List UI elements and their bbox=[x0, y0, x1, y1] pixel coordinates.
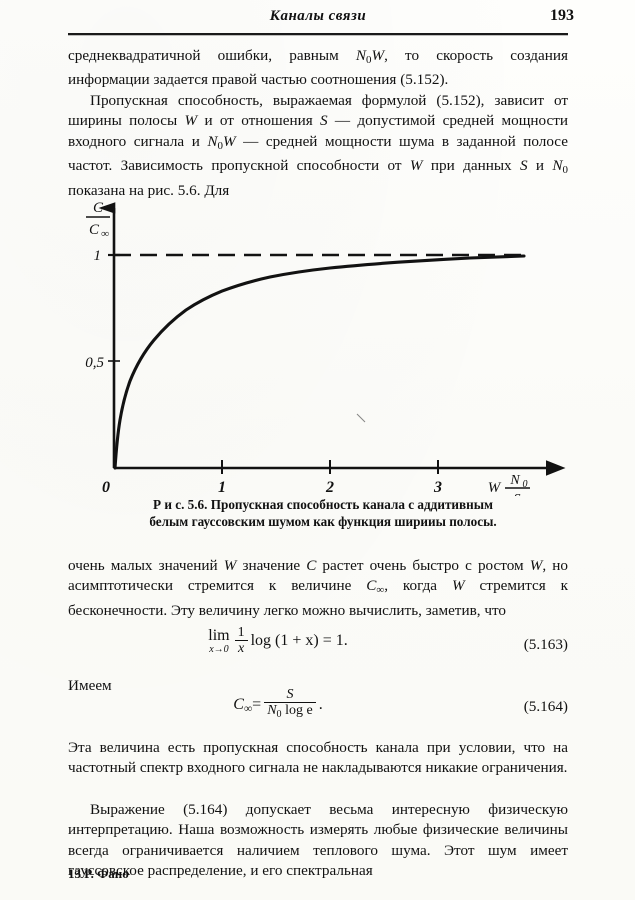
x-axis-label-numerator: N bbox=[509, 473, 520, 488]
formula-5-164-lhs-sub: ∞ bbox=[243, 703, 253, 716]
footer-signature: 13 Р. Фано bbox=[68, 866, 129, 881]
p2-a: очень малых значений bbox=[68, 557, 224, 574]
chart-canvas: C C ∞ 1 0,5 0 1 2 3 W N 0 bbox=[68, 196, 568, 507]
origin-label: 0 bbox=[102, 479, 110, 496]
paragraph-fourth-text: Выражение (5.164) допускает весьма интер… bbox=[68, 801, 568, 880]
capacity-curve bbox=[113, 254, 526, 470]
p2-W3: W bbox=[451, 577, 465, 595]
p1s2-S: S bbox=[320, 112, 328, 130]
figure-5-6: C C ∞ 1 0,5 0 1 2 3 W N 0 bbox=[68, 196, 568, 536]
figure-caption-line-2: белым гауссовским шумом как функция шири… bbox=[149, 514, 497, 529]
p1s2-c: — допустимой средней мощности входного с… bbox=[68, 112, 568, 150]
p2-c: растет очень быстро с ростом bbox=[316, 557, 530, 574]
p1s2-W2: W bbox=[409, 157, 423, 175]
paragraph-first: среднеквадратичной ошибки, равным N0W, т… bbox=[68, 46, 568, 201]
formula-5-163-numerator: 1 bbox=[237, 625, 245, 640]
x-axis-label-W: W bbox=[488, 480, 502, 496]
formula-5-163-number: (5.163) bbox=[523, 636, 568, 653]
p2-Cinf-base: C bbox=[366, 577, 377, 595]
p1s2-N0W: N0W bbox=[207, 132, 236, 152]
p1s2-a: Пропускная способность, выражаемая форму… bbox=[68, 91, 568, 130]
p1-text-b: , то скорость создания информации задает… bbox=[68, 47, 568, 89]
formula-5-164-period: . bbox=[318, 696, 323, 714]
paragraph-third: Эта величина есть пропускная способность… bbox=[68, 739, 568, 777]
formula-5-164-den-sub: 0 bbox=[276, 708, 282, 720]
p1s2-N: N bbox=[207, 132, 218, 150]
x-tick-label-2: 2 bbox=[325, 479, 334, 496]
p1-text-a: среднеквадратичной ошибки, равным bbox=[68, 47, 356, 64]
y-tick-label-1: 1 bbox=[94, 248, 102, 264]
p1s2-e: при данных bbox=[422, 157, 520, 175]
p1-N-sub: 0 bbox=[365, 54, 372, 67]
imeem-label: Имеем bbox=[68, 677, 112, 694]
p1s2-Wb: W bbox=[222, 132, 236, 150]
figure-caption-line-1: Р и с. 5.6. Пропускная способность канал… bbox=[152, 497, 494, 512]
y-axis-label-denominator-sub: ∞ bbox=[101, 228, 109, 240]
p1s2-g: показана на рис. 5.6. Для bbox=[68, 181, 230, 199]
formula-5-164: C∞= S N0 log e. bbox=[68, 688, 488, 723]
y-axis-label-numerator: C bbox=[93, 200, 104, 216]
formula-5-163: lim x→0 1 x log (1 + x) = 1. bbox=[68, 626, 488, 657]
p1s2-N2-sub: 0 bbox=[562, 164, 568, 177]
header-rule bbox=[68, 33, 568, 36]
figure-caption: Р и с. 5.6. Пропускная способность канал… bbox=[98, 496, 548, 530]
x-axis-label: W N 0 S bbox=[488, 473, 530, 507]
formula-5-164-row: C∞= S N0 log e. (5.164) bbox=[68, 688, 568, 732]
p1-sentence-2: Пропускная способность, выражаемая форму… bbox=[68, 91, 568, 201]
formula-5-163-row: lim x→0 1 x log (1 + x) = 1. (5.163) bbox=[68, 626, 568, 670]
formula-5-164-numerator: S bbox=[286, 687, 294, 702]
p2-b: значение bbox=[236, 557, 307, 574]
p1-W: W bbox=[371, 47, 385, 64]
running-head-title: Каналы связи bbox=[269, 8, 367, 24]
limit-lim: lim bbox=[208, 627, 230, 644]
p1s2-b: и от отношения bbox=[197, 112, 320, 130]
p2-W: W bbox=[223, 557, 237, 574]
y-tick-label-05: 0,5 bbox=[85, 355, 104, 371]
formula-5-164-den-rest: log e bbox=[281, 703, 313, 718]
running-head: Каналы связи 193 bbox=[68, 7, 574, 32]
p2-C: C bbox=[306, 557, 317, 574]
paragraph-imeem: Имеем bbox=[68, 676, 568, 696]
formula-5-164-fraction: S N0 log e bbox=[264, 688, 316, 723]
formula-5-163-rest: log (1 + x) = 1. bbox=[250, 632, 348, 650]
x-tick-label-1: 1 bbox=[218, 479, 226, 496]
limit-subscript: x→0 bbox=[209, 644, 229, 655]
p2-Cinf-sub: ∞ bbox=[376, 584, 385, 597]
p1s2-N2: N bbox=[552, 157, 563, 175]
paragraph-fourth: Выражение (5.164) допускает весьма интер… bbox=[68, 800, 568, 882]
page-number: 193 bbox=[550, 7, 574, 24]
p1s2-S2: S bbox=[519, 157, 528, 175]
formula-5-164-equals: = bbox=[252, 696, 262, 714]
y-axis-label: C C ∞ bbox=[86, 200, 110, 240]
formula-5-164-lhs: C∞ bbox=[233, 696, 253, 716]
p1-math-N0W: N0W bbox=[355, 47, 385, 67]
p2-f: стремится к бесконечности. Эту величину … bbox=[68, 577, 568, 619]
p1s2-N02: N0 bbox=[552, 157, 568, 177]
p2-d: , но асимптотически стремится к величине bbox=[68, 557, 568, 595]
formula-5-164-number: (5.164) bbox=[523, 698, 568, 715]
scan-artifact bbox=[356, 413, 366, 423]
capacity-vs-bandwidth-chart: C C ∞ 1 0,5 0 1 2 3 W N 0 bbox=[85, 200, 566, 507]
p1s2-W: W bbox=[184, 112, 198, 130]
paragraph-second: очень малых значений W значение C растет… bbox=[68, 556, 568, 621]
p2-e: , когда bbox=[384, 577, 452, 595]
p1-N: N bbox=[355, 47, 366, 64]
x-tick-label-3: 3 bbox=[433, 479, 442, 496]
formula-5-163-denominator: x bbox=[234, 640, 248, 657]
formula-5-164-denominator: N0 log e bbox=[264, 702, 316, 723]
y-axis-label-denominator: C bbox=[89, 222, 100, 238]
p1s2-d: — средней мощности шума в заданной полос… bbox=[68, 132, 568, 175]
formula-5-164-den-N: N bbox=[267, 703, 277, 718]
formula-5-164-lhs-base: C bbox=[233, 696, 244, 714]
p1s2-f: и bbox=[527, 157, 553, 175]
p2-W2: W bbox=[529, 557, 543, 574]
limit-operator: lim x→0 bbox=[208, 627, 230, 656]
p2-Cinf: C∞ bbox=[366, 577, 385, 597]
x-axis-label-numerator-sub: 0 bbox=[523, 479, 528, 490]
p1s2-N-sub: 0 bbox=[217, 139, 223, 152]
